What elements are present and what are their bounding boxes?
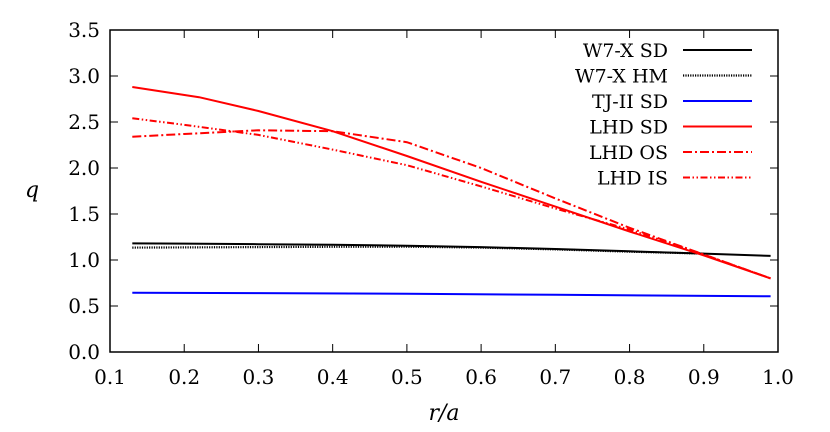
x-tick-label: 0.8 xyxy=(614,365,646,389)
x-tick-label: 0.6 xyxy=(465,365,497,389)
series-line-1 xyxy=(132,245,704,255)
series-line-5 xyxy=(132,117,771,280)
x-tick-label: 1.0 xyxy=(762,365,794,389)
legend-label: LHD OS xyxy=(589,142,668,164)
x-tick-label: 0.3 xyxy=(243,365,275,389)
series-line-0 xyxy=(132,242,771,257)
y-tick-label: 2.0 xyxy=(68,156,100,180)
y-tick-label: 3.5 xyxy=(68,18,100,42)
plot-frame xyxy=(109,29,779,353)
x-axis-label: r/a xyxy=(428,401,459,426)
x-tick-label: 0.2 xyxy=(168,365,200,389)
legend-label: LHD SD xyxy=(589,117,668,139)
x-tick-label: 0.7 xyxy=(539,365,571,389)
x-tick-label: 0.1 xyxy=(94,365,126,389)
y-tick-label: 0.0 xyxy=(68,340,100,364)
legend-label: TJ-II SD xyxy=(592,91,668,113)
y-tick-label: 1.5 xyxy=(68,202,100,226)
x-tick-label: 0.9 xyxy=(688,365,720,389)
axis-ticks: 0.1 0.2 0.3 0.4 0.5 0.6 0.7 0.8 0.9 1.0 0.0 0.5 1.0 1… xyxy=(68,18,794,389)
legend-label: W7-X HM xyxy=(575,66,668,88)
y-tick-label: 2.5 xyxy=(68,110,100,134)
x-tick-label: 0.4 xyxy=(317,365,349,389)
legend-label: LHD IS xyxy=(597,168,668,190)
y-tick-label: 3.0 xyxy=(68,64,100,88)
series-line-4 xyxy=(132,129,771,280)
series-line-2 xyxy=(132,291,771,298)
x-tick-label: 0.5 xyxy=(391,365,423,389)
y-tick-label: 1.0 xyxy=(68,248,100,272)
y-axis-label: q xyxy=(25,178,39,203)
legend: W7-X SD W7-X HM TJ-II SD LHD SD LHD OS LHD IS xyxy=(575,40,752,190)
series-line-3 xyxy=(132,86,771,280)
y-tick-label: 0.5 xyxy=(68,294,100,318)
legend-label: W7-X SD xyxy=(583,40,668,62)
series-lines xyxy=(132,86,771,298)
